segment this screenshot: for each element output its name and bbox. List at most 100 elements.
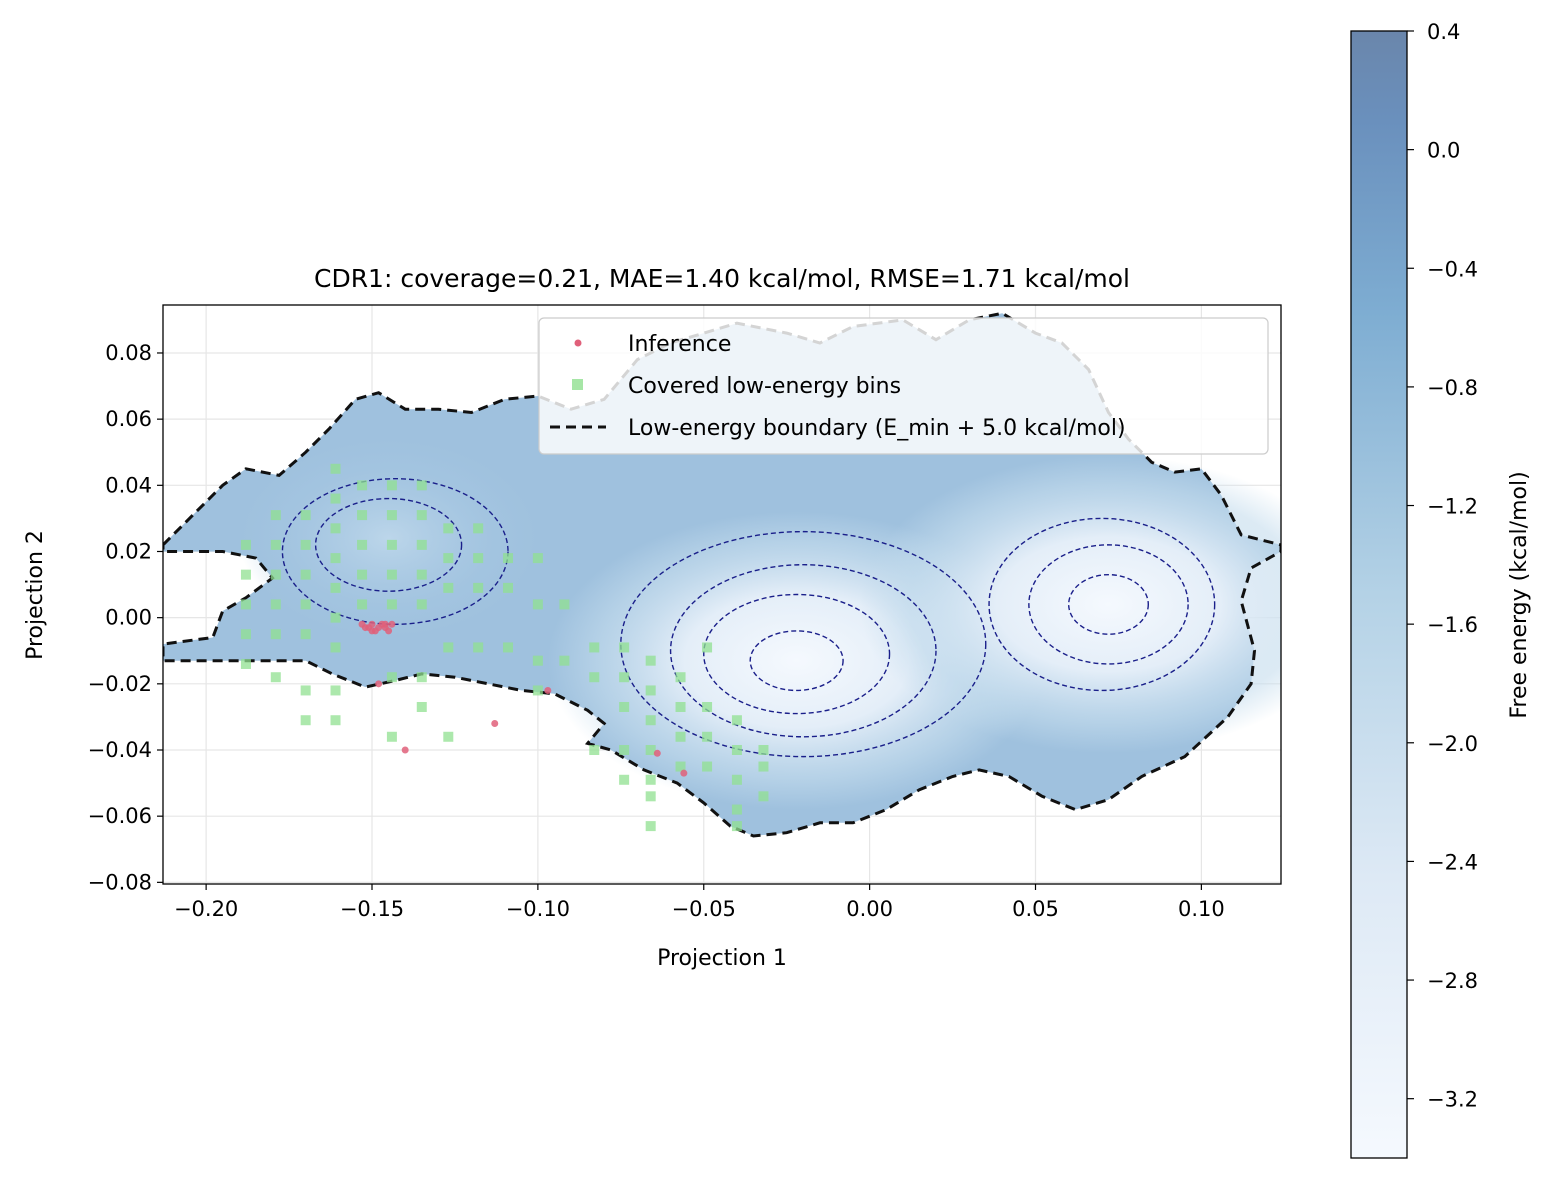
energy-well [859,455,1281,754]
covered-bin [645,821,656,832]
covered-bin [702,731,713,742]
contour-line [1028,544,1189,665]
legend-inference-marker [574,339,582,347]
x-tick-label: −0.20 [174,897,238,921]
contour-line [988,517,1216,692]
inference-point [385,627,393,635]
covered-bin [731,821,742,832]
y-tick-label: 0.00 [105,606,152,630]
colorbar-tick-label: −0.8 [1427,376,1478,400]
inference-point [653,749,661,757]
covered-bin [589,672,600,683]
covered-bin [300,715,311,726]
colorbar-tick-label: −0.4 [1427,257,1478,281]
covered-bin [300,685,311,696]
colorbar-gradient [1350,30,1408,1159]
covered-bin [386,480,397,491]
covered-bin [731,804,742,815]
covered-bin [330,715,341,726]
covered-bin [503,553,514,564]
y-tick-label: 0.02 [105,539,152,563]
legend-box [538,317,1269,455]
contour-line [669,564,937,738]
colorbar-tick-label: −2.0 [1427,732,1478,756]
covered-bin [645,791,656,802]
covered-bin [675,761,686,772]
covered-bin [645,715,656,726]
colorbar-ticks: 0.4 0.0 −0.4 −0.8 −1.2 −1.6 −2.0 −2.4 −2.8 −3.2 [1407,20,1478,1112]
covered-bin [645,655,656,666]
contour-line [620,530,987,758]
covered-bin [532,599,543,610]
contour-line [1067,573,1149,635]
inference-point [491,720,499,728]
covered-bin [270,629,281,640]
covered-bin [330,463,341,474]
covered-bin [240,629,251,640]
covered-bin [731,715,742,726]
covered-bin [758,745,769,756]
inference-point [401,746,409,754]
covered-bin [416,569,427,580]
covered-bin [386,539,397,550]
contour-line [703,593,891,715]
y-tick-label: −0.08 [88,870,152,894]
colorbar-tick-label: −3.2 [1427,1088,1478,1112]
x-tick-label: 0.00 [846,897,893,921]
covered-bin [357,569,368,580]
inference-point [368,627,376,635]
covered-bin [270,510,281,521]
colorbar-tick-label: −1.2 [1427,495,1478,519]
covered-bin [559,599,570,610]
x-tick-label: −0.15 [340,897,404,921]
covered-bin [240,539,251,550]
covered-bin [473,642,484,653]
covered-bin [300,599,311,610]
covered-bin [386,569,397,580]
covered-bin [443,731,454,742]
covered-bin [619,745,630,756]
y-axis-label: Projection 2 [23,530,48,660]
y-tick-label: 0.04 [105,473,152,497]
y-tick-label: 0.06 [105,407,152,431]
inference-point [375,680,383,688]
covered-bin [357,510,368,521]
y-tick-label: −0.06 [88,804,152,828]
inference-point [361,624,369,632]
colorbar-tick-label: −2.8 [1427,969,1478,993]
covered-bin [532,685,543,696]
covered-bin [473,523,484,534]
inference-point [544,686,552,694]
chart-title: CDR1: coverage=0.21, MAE=1.40 kcal/mol, … [314,264,1130,293]
covered-bin [619,701,630,712]
x-tick-label: 0.05 [1012,897,1059,921]
legend-bins-label: Covered low-energy bins [628,374,901,399]
covered-bin [758,791,769,802]
covered-bin [300,629,311,640]
covered-bin [300,539,311,550]
covered-bin [619,774,630,785]
covered-bin [240,569,251,580]
covered-bin [619,642,630,653]
covered-bin [443,582,454,593]
colorbar-tick-label: −1.6 [1427,613,1478,637]
inference-point [381,620,389,628]
covered-bin [330,582,341,593]
x-tick-label: −0.05 [672,897,736,921]
covered-bin [416,480,427,491]
covered-bin [645,774,656,785]
y-tick-label: 0.08 [105,341,152,365]
covered-bin [758,761,769,772]
y-tick-label: −0.04 [88,738,152,762]
colorbar-tick-label: −2.4 [1427,850,1478,874]
covered-bin [330,523,341,534]
legend: Inference Covered low-energy bins Low-en… [538,317,1269,455]
covered-bin [503,642,514,653]
covered-bin [473,582,484,593]
covered-bin [675,672,686,683]
covered-bin [357,599,368,610]
covered-bin [330,493,341,504]
covered-bin [300,569,311,580]
covered-bin [645,745,656,756]
